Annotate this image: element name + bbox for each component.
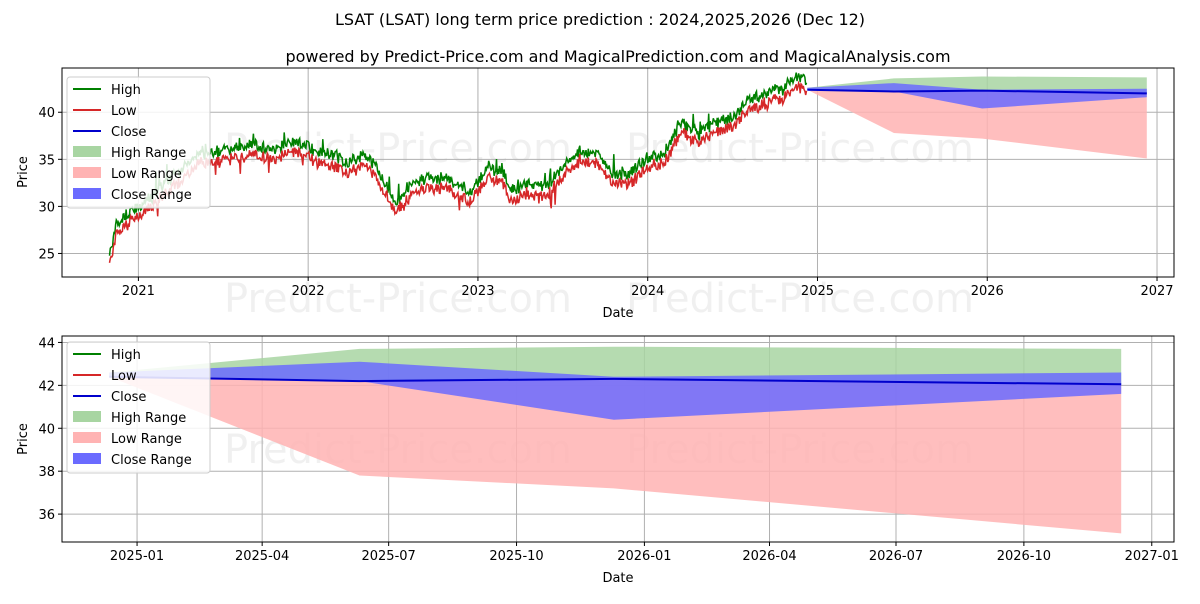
low-range-band — [109, 376, 1122, 534]
low-price-line — [108, 80, 808, 263]
legend-label: Low — [111, 369, 137, 384]
legend-label: Close Range — [111, 453, 192, 468]
legend-label: High Range — [111, 411, 186, 426]
y-tick-label: 42 — [38, 379, 55, 394]
y-tick-label: 25 — [38, 247, 55, 262]
y-axis-label: Price — [16, 423, 31, 455]
x-tick-label: 2026-10 — [997, 549, 1051, 564]
x-tick-label: 2025-10 — [489, 549, 543, 564]
legend-label: Close Range — [111, 188, 192, 203]
legend-label: Close — [111, 390, 146, 405]
watermark-group: Predict-Price.com Predict-Price.com Pred… — [224, 126, 974, 322]
x-tick-label: 2026-04 — [742, 549, 796, 564]
legend: High Low Close High Range Low Range Close Ran… — [66, 76, 211, 209]
y-tick-label: 30 — [38, 200, 55, 215]
low-range-legend-swatch — [73, 167, 101, 178]
y-tick-label: 40 — [38, 422, 55, 437]
y-tick-label: 38 — [38, 465, 55, 480]
legend-label: Low — [111, 104, 137, 119]
x-tick-label: 2022 — [292, 284, 325, 299]
low-range-legend-swatch — [73, 432, 101, 443]
x-tick-label: 2026-01 — [617, 549, 671, 564]
y-tick-label: 40 — [38, 106, 55, 121]
watermark-text: Predict-Price.com — [224, 276, 572, 322]
high-range-legend-swatch — [73, 146, 101, 157]
x-tick-label: 2026-07 — [869, 549, 923, 564]
bottom-panel: Predict-Price.com Predict-Price.com 2025… — [16, 335, 1179, 586]
legend-label: High Range — [111, 146, 186, 161]
y-tick-label: 44 — [38, 336, 55, 351]
x-tick-label: 2025-04 — [235, 549, 289, 564]
chart-subtitle: powered by Predict-Price.com and Magical… — [285, 47, 950, 66]
y-tick-label: 36 — [38, 508, 55, 523]
close-range-legend-swatch — [73, 188, 101, 199]
y-axis-label: Price — [16, 156, 31, 188]
close-range-band — [807, 83, 1147, 109]
forecast-close-line — [109, 375, 1122, 386]
chart-title: LSAT (LSAT) long term price prediction :… — [335, 10, 865, 29]
watermark-text: Predict-Price.com — [626, 276, 974, 322]
legend-label: Low Range — [111, 167, 182, 182]
x-tick-label: 2023 — [461, 284, 494, 299]
x-tick-label: 2021 — [122, 284, 155, 299]
y-tick-label: 35 — [38, 153, 55, 168]
close-range-legend-swatch — [73, 453, 101, 464]
legend-label: High — [111, 348, 141, 363]
x-tick-label: 2026 — [971, 284, 1004, 299]
plot-frame — [61, 67, 1175, 278]
legend-box — [66, 341, 211, 474]
legend-label: High — [111, 83, 141, 98]
x-tick-label: 2025-01 — [110, 549, 164, 564]
x-tick-label: 2027 — [1140, 284, 1173, 299]
x-tick-label: 2025-07 — [361, 549, 415, 564]
legend-box — [66, 76, 211, 209]
high-price-line — [108, 72, 808, 256]
x-axis-label: Date — [602, 306, 633, 321]
close-range-band — [109, 361, 1122, 420]
x-tick-label: 2024 — [631, 284, 664, 299]
legend-label: Low Range — [111, 432, 182, 447]
top-panel: Predict-Price.com Predict-Price.com Pred… — [16, 67, 1175, 322]
plot-frame — [61, 335, 1175, 543]
x-tick-label: 2025 — [801, 284, 834, 299]
legend-label: Close — [111, 125, 146, 140]
high-range-legend-swatch — [73, 411, 101, 422]
x-axis-label: Date — [602, 571, 633, 586]
low-range-band — [807, 89, 1147, 159]
x-tick-label: 2027-01 — [1125, 549, 1179, 564]
legend: High Low Close High Range Low Range Close Ran… — [66, 341, 211, 474]
forecast-close-line — [807, 88, 1147, 95]
